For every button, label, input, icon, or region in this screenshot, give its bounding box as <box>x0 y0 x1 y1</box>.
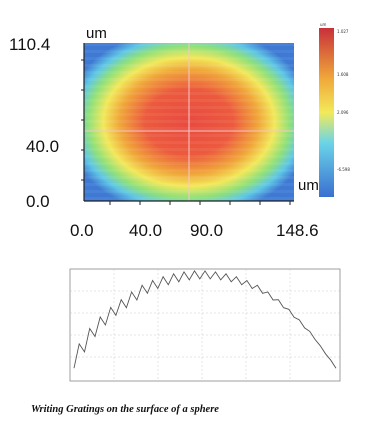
line-series <box>73 270 337 369</box>
x-tick-label: 0.0 <box>70 221 94 240</box>
line-plot <box>69 268 341 382</box>
plot-frame <box>69 268 341 382</box>
colorbar-label: 2.096 <box>337 110 349 115</box>
y-tick-label: 40.0 <box>26 137 60 156</box>
colorbar-label: 1.608 <box>337 72 349 77</box>
x-tick-label: 40.0 <box>129 221 163 240</box>
colorbar-unit: um <box>320 22 327 27</box>
colorbar-label: -6.598 <box>337 167 350 172</box>
x-tick-label: 90.0 <box>190 221 224 240</box>
colorbar-label: 1.027 <box>337 29 349 34</box>
colorbar <box>319 28 334 197</box>
heatmap-axes <box>81 43 294 205</box>
profile-line <box>73 270 337 369</box>
x-tick-label: 148.6 <box>276 221 319 240</box>
heatmap <box>84 43 294 201</box>
x-axis-unit: um <box>298 177 319 194</box>
caption: Writing Gratings on the surface of a sph… <box>31 404 219 415</box>
y-tick-label: 0.0 <box>26 192 50 211</box>
y-axis-unit: um <box>86 25 107 42</box>
y-tick-label: 110.4 <box>9 35 51 54</box>
